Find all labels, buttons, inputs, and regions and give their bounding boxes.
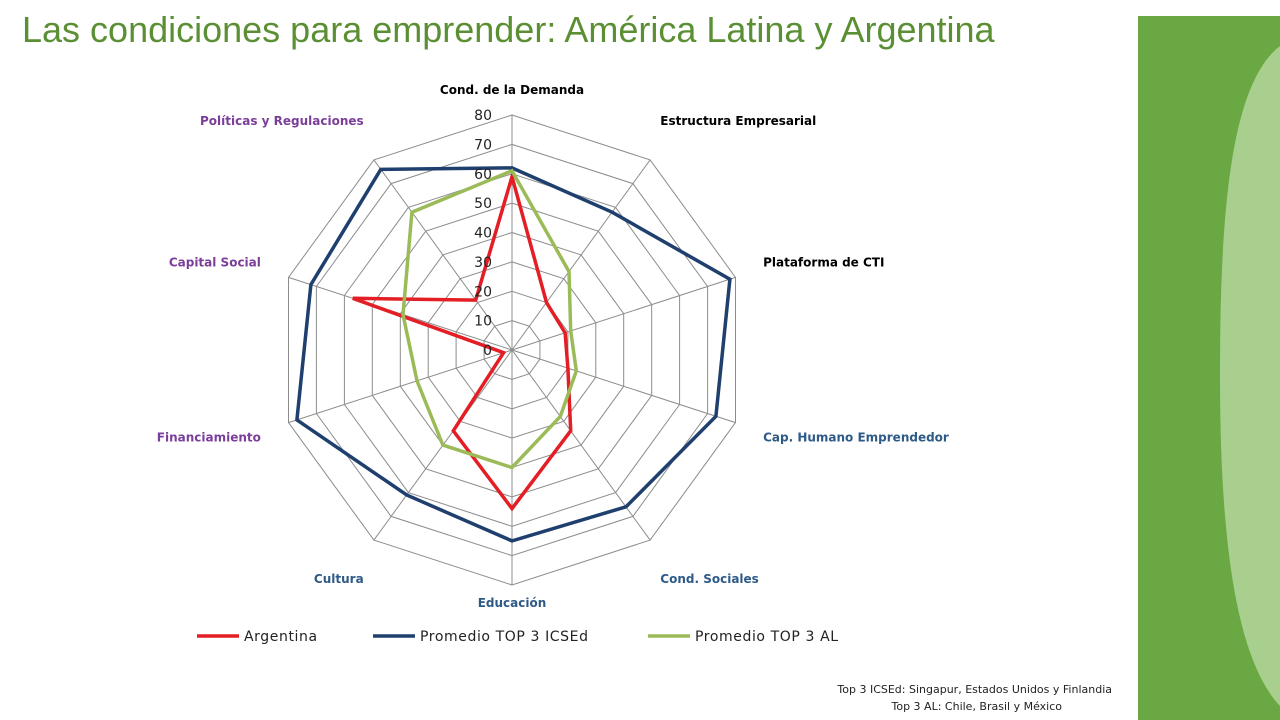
legend-label: Argentina — [244, 629, 318, 645]
grid-spoke — [511, 349, 651, 541]
series-line — [295, 166, 732, 543]
legend-label: Promedio TOP 3 AL — [695, 629, 839, 645]
grid-spoke — [511, 159, 651, 351]
tick-label: 30 — [474, 255, 492, 271]
grid-spoke — [288, 349, 513, 424]
axis-label: Estructura Empresarial — [660, 114, 816, 128]
tick-label: 0 — [483, 343, 492, 359]
footnote-top3-al: Top 3 AL: Chile, Brasil y México — [891, 700, 1063, 713]
grid-spoke — [373, 159, 513, 351]
axis-label: Cultura — [314, 572, 364, 586]
axis-label: Capital Social — [169, 256, 261, 270]
grid-spoke — [511, 349, 736, 424]
axis-label: Plataforma de CTI — [763, 256, 884, 270]
radar-grid — [288, 114, 736, 586]
series-line — [352, 170, 573, 512]
radar-axis-labels: Cond. de la Demanda Estructura Empresaria… — [157, 83, 949, 610]
axis-label: Educación — [478, 596, 547, 610]
axis-label: Políticas y Regulaciones — [200, 114, 364, 128]
tick-label: 80 — [474, 108, 492, 124]
legend-label: Promedio TOP 3 ICSEd — [420, 629, 589, 645]
axis-label: Cap. Humano Emprendedor — [763, 431, 949, 445]
axis-label: Financiamiento — [157, 431, 261, 445]
radar-series — [295, 166, 732, 543]
tick-label: 40 — [474, 226, 492, 242]
chart-legend: Argentina Promedio TOP 3 ICSEd Promedio TO… — [197, 629, 839, 645]
axis-label: Cond. de la Demanda — [440, 83, 584, 97]
footnote-top3-icsed: Top 3 ICSEd: Singapur, Estados Unidos y … — [837, 683, 1112, 696]
tick-label: 10 — [474, 314, 492, 330]
tick-label: 50 — [474, 196, 492, 212]
decorative-green-panel — [1138, 16, 1280, 720]
tick-label: 70 — [474, 137, 492, 153]
slide-title: Las condiciones para emprender: América … — [22, 9, 995, 50]
series-line — [401, 168, 579, 470]
tick-label: 20 — [474, 284, 492, 300]
grid-spoke — [511, 276, 736, 351]
radar-tick-labels: 0 10 20 30 40 50 60 70 80 — [474, 108, 492, 359]
tick-label: 60 — [474, 167, 492, 183]
axis-label: Cond. Sociales — [660, 572, 759, 586]
